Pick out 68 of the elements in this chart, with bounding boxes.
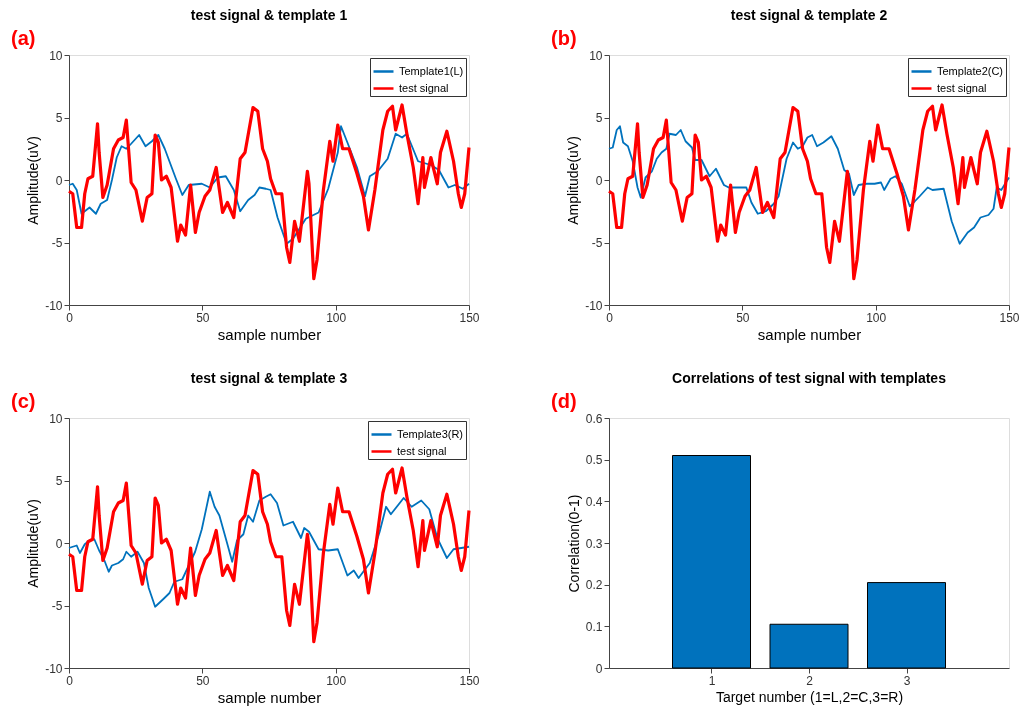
y-tick-label: 10 — [49, 411, 63, 426]
y-tick-label: 0.2 — [585, 578, 603, 593]
y-tick-label: 5 — [595, 111, 603, 125]
x-tick-label: 0 — [66, 673, 74, 688]
y-axis-title: Correlation(0-1) — [565, 494, 582, 593]
text: (d) — [551, 390, 577, 412]
y-tick-label: 5 — [55, 474, 63, 488]
text: (a) — [11, 27, 36, 49]
y-axis-title: Amplitude(uV) — [565, 136, 582, 225]
y-axis-title: Amplitude(uV) — [25, 499, 42, 588]
y-tick-label: 0.4 — [585, 494, 603, 509]
x-axis-title: sample number — [217, 688, 322, 706]
line-series — [67, 466, 471, 644]
x-axis-title: sample number — [757, 325, 862, 343]
x-tick-label: 3 — [903, 673, 911, 688]
x-tick-label: 150 — [459, 310, 480, 325]
x-axis-title: Target number (1=L,2=C,3=R) — [715, 688, 904, 705]
y-tick-label: -10 — [45, 298, 63, 313]
y-tick-label: 0.5 — [585, 453, 603, 468]
legend-label: test signal — [399, 81, 449, 94]
y-tick-label: 0 — [595, 661, 603, 676]
x-tick-label: 100 — [326, 673, 347, 688]
y-tick-label: 5 — [55, 111, 63, 125]
x-tick-label: 2 — [806, 673, 814, 688]
bar — [867, 582, 946, 669]
y-tick-label: -10 — [45, 661, 63, 676]
legend-label: test signal — [397, 444, 447, 457]
x-tick-label: 100 — [326, 310, 347, 325]
chart-title: test signal & template 2 — [730, 7, 888, 23]
legend-label: test signal — [937, 81, 987, 94]
y-tick-label: 0 — [55, 536, 63, 551]
y-tick-label: 0.6 — [585, 411, 603, 426]
x-tick-label: 150 — [459, 673, 480, 688]
x-tick-label: 1 — [708, 673, 716, 688]
text: (b) — [551, 27, 577, 49]
y-tick-label: 0.3 — [585, 536, 603, 551]
y-tick-label: -5 — [51, 599, 63, 613]
line-series — [68, 125, 470, 245]
legend-label: Template2(C) — [937, 64, 1004, 77]
bar — [672, 455, 751, 669]
legend-label: Template3(R) — [397, 427, 464, 440]
x-tick-label: 100 — [866, 310, 887, 325]
chart-title: test signal & template 1 — [190, 7, 348, 23]
line-series — [67, 103, 471, 281]
x-tick-label: 50 — [196, 310, 210, 325]
x-axis-title: sample number — [217, 325, 322, 343]
legend-label: Template1(L) — [399, 64, 464, 77]
chart-title: test signal & template 3 — [190, 370, 348, 386]
text: (c) — [11, 390, 36, 412]
y-tick-label: 10 — [49, 48, 63, 63]
line-series — [68, 490, 470, 608]
y-tick-label: -5 — [51, 236, 63, 250]
y-tick-label: 0 — [595, 173, 603, 188]
x-tick-label: 50 — [736, 310, 750, 325]
y-tick-label: 10 — [589, 48, 603, 63]
line-series — [608, 125, 1010, 245]
y-axis-title: Amplitude(uV) — [25, 136, 42, 225]
x-tick-label: 150 — [999, 310, 1020, 325]
y-tick-label: 0 — [55, 173, 63, 188]
y-tick-label: -5 — [591, 236, 603, 250]
y-tick-label: -10 — [585, 298, 603, 313]
x-tick-label: 50 — [196, 673, 210, 688]
bar — [769, 623, 849, 669]
x-tick-label: 0 — [606, 310, 614, 325]
chart-title: Correlations of test signal with templates — [672, 370, 947, 386]
y-tick-label: 0.1 — [585, 619, 603, 634]
line-series — [607, 103, 1011, 281]
x-tick-label: 0 — [66, 310, 74, 325]
